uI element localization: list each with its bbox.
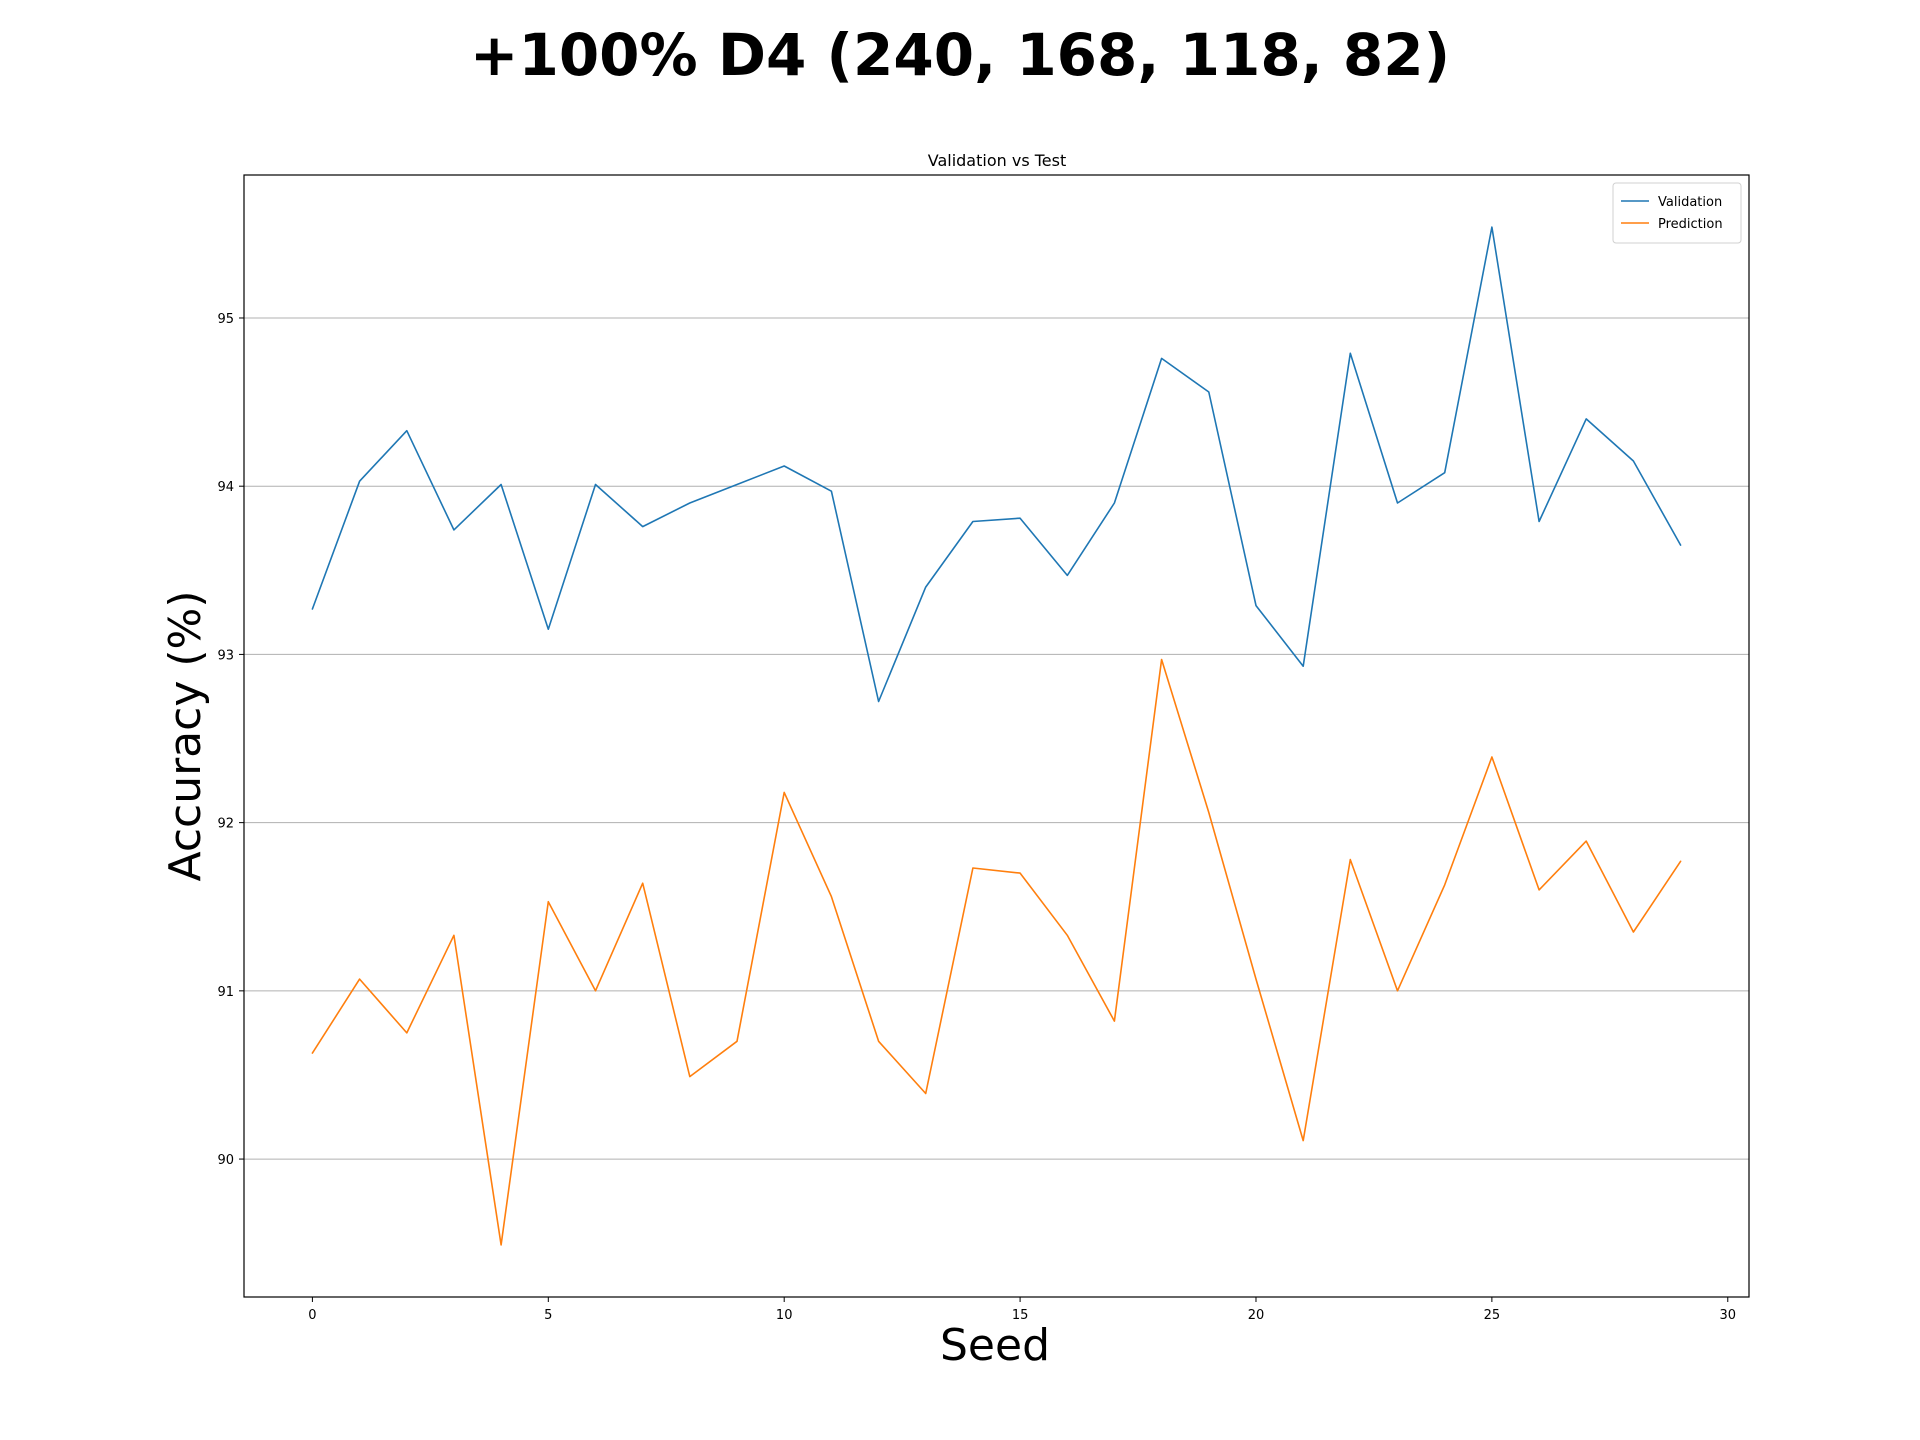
x-tick-label: 0: [308, 1308, 316, 1323]
y-axis-label: Accuracy (%): [160, 590, 211, 881]
x-tick-label: 30: [1719, 1308, 1736, 1323]
y-tick-label: 90: [217, 1153, 234, 1168]
x-tick-label: 10: [776, 1308, 793, 1323]
series-line-validation: [311, 226, 1682, 703]
y-tick-label: 92: [217, 817, 234, 832]
legend-box: [1612, 182, 1742, 244]
y-tick-label: 91: [217, 985, 234, 1000]
x-tick-label: 15: [1012, 1308, 1029, 1323]
legend-label-prediction: Prediction: [1658, 217, 1723, 232]
legend: Validation Prediction: [1612, 182, 1742, 244]
x-tick-label: 25: [1484, 1308, 1501, 1323]
y-tick-label: 93: [217, 648, 234, 663]
series-line-prediction: [311, 658, 1682, 1246]
y-tick-label: 95: [217, 312, 234, 327]
chart-title: Validation vs Test: [928, 151, 1067, 170]
series-lines: [311, 226, 1682, 1246]
x-axis-label: Seed: [940, 1320, 1050, 1371]
figure-suptitle: +100% D4 (240, 168, 118, 82): [470, 21, 1450, 89]
plot-area-frame: [243, 174, 1750, 1298]
legend-label-validation: Validation: [1658, 195, 1722, 210]
y-tick-label: 94: [217, 480, 234, 495]
x-tick-label: 5: [544, 1308, 552, 1323]
axis-ticks: 90 91 92 93 94 95 0 5 10 15 20 25 30: [217, 312, 1736, 1323]
gridlines: [244, 317, 1749, 1160]
x-tick-label: 20: [1248, 1308, 1265, 1323]
